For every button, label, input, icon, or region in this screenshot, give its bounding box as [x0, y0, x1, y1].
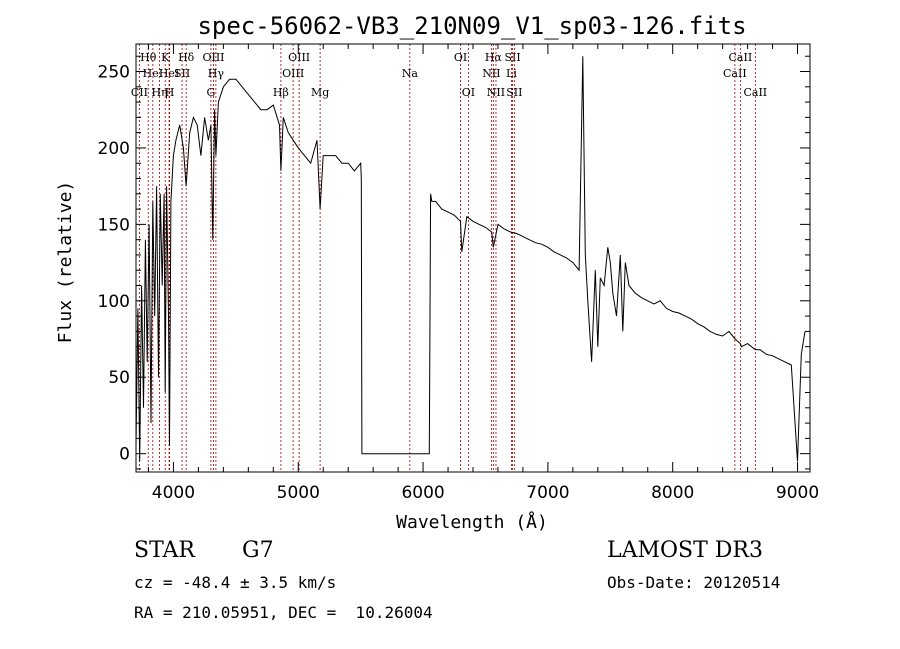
object-class: STAR [134, 538, 195, 563]
spectrum-series [135, 56, 806, 462]
x-tick-label: 6000 [401, 483, 444, 503]
spectral-line-label: H [165, 86, 175, 99]
spectral-line-label: Hα [485, 51, 503, 64]
spectral-line-label: NII [482, 67, 500, 80]
spectral-line-label: OIII [202, 51, 224, 64]
spectral-line-label: OI [454, 51, 467, 64]
redshift-cz: cz = -48.4 ± 3.5 km/s [134, 573, 337, 592]
axes: 4000 5000 6000 7000 8000 9000 0 50 100 150 200 250 [98, 43, 819, 503]
y-tick-label: 250 [98, 63, 130, 83]
spectral-line-label: Hθ [140, 51, 157, 64]
x-axis-label: Wavelength (Å) [396, 511, 548, 533]
spectral-line-label: CaII [723, 67, 747, 80]
y-tick-label: 150 [98, 215, 130, 235]
spectral-line-label: G [206, 86, 215, 99]
spectral-line-label: OIII [282, 67, 304, 80]
plot-frame [135, 43, 811, 473]
obs-date: Obs-Date: 20120514 [607, 573, 781, 592]
spectral-line-label: SII [174, 67, 190, 80]
spectral-line-label: Mg [311, 86, 329, 99]
y-axis-label: Flux (relative) [55, 181, 76, 344]
coordinates: RA = 210.05951, DEC = 10.26004 [134, 603, 433, 622]
spectral-line-label: NII [487, 86, 505, 99]
y-tick-label: 50 [108, 368, 130, 388]
spectral-line-label: CaII [743, 86, 767, 99]
y-tick-label: 100 [98, 292, 130, 312]
spectral-line-label: Hδ [178, 51, 195, 64]
spectral-line-label: K [161, 51, 170, 64]
survey-name: LAMOST DR3 [607, 538, 763, 563]
spectral-line-label: HeI [159, 67, 179, 80]
x-tick-label: 7000 [526, 483, 569, 503]
spectral-line-label: OIII [288, 51, 310, 64]
spectral-lines: CIIHθHeIHηKHeIHSIIHδGOIIIHγHβOIIIOIIIMgN… [131, 44, 767, 472]
spectral-line-label: CaII [729, 51, 753, 64]
spectral-line-label: CII [131, 86, 148, 99]
spectral-line-label: SII [504, 51, 520, 64]
y-tick-label: 0 [119, 445, 130, 465]
x-tick-label: 9000 [776, 483, 819, 503]
chart-title: spec-56062-VB3_210N09_V1_sp03-126.fits [197, 12, 746, 40]
spectrum-line [135, 56, 806, 462]
spectral-line-label: Na [402, 67, 419, 80]
x-tick-label: 5000 [277, 483, 320, 503]
spectral-line-label: Li [506, 67, 517, 80]
spectral-line-label: HeI [143, 67, 163, 80]
y-tick-label: 200 [98, 139, 130, 159]
spectral-line-label: OI [462, 86, 475, 99]
spectral-line-label: Hβ [273, 86, 289, 99]
object-subclass: G7 [242, 538, 274, 563]
x-tick-label: 8000 [651, 483, 694, 503]
x-tick-label: 4000 [152, 483, 195, 503]
spectral-line-label: SII [506, 86, 522, 99]
spectral-line-label: Hγ [208, 67, 225, 80]
spectral-line-label: Hη [151, 86, 167, 99]
